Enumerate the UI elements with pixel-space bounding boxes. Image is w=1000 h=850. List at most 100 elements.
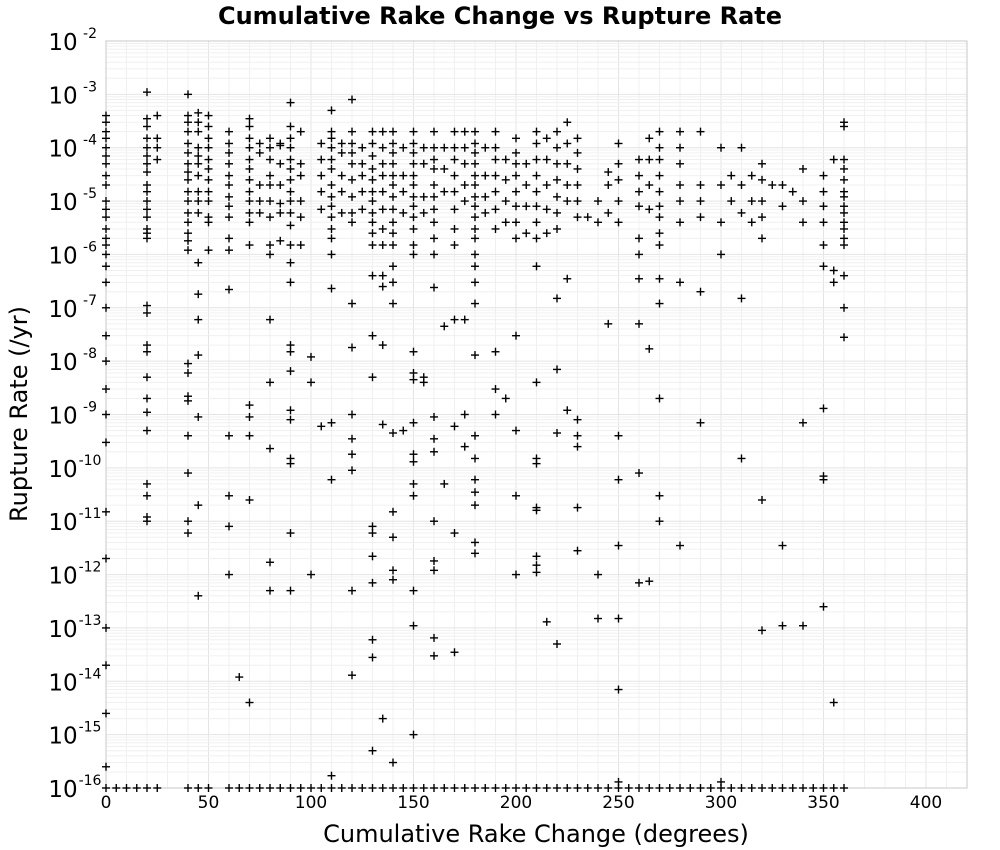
data-point <box>327 250 336 259</box>
data-point <box>327 164 336 173</box>
data-point <box>512 234 520 243</box>
data-point <box>102 784 110 792</box>
data-point <box>430 205 438 214</box>
data-point <box>389 566 397 575</box>
y-tick-label: 10 <box>48 297 77 323</box>
y-tick-label: 10 <box>48 617 77 643</box>
data-point <box>368 241 377 250</box>
data-point <box>665 784 674 792</box>
data-point <box>286 367 295 376</box>
data-point <box>266 784 274 792</box>
data-point <box>102 357 110 366</box>
data-point <box>430 412 438 421</box>
data-point <box>348 218 356 227</box>
data-point <box>389 139 397 148</box>
data-point <box>348 192 356 201</box>
data-point <box>717 143 725 152</box>
data-point <box>184 431 192 440</box>
data-point <box>348 95 356 104</box>
data-point <box>635 202 643 211</box>
data-point <box>409 171 418 180</box>
data-point <box>450 784 459 792</box>
data-point <box>245 187 254 196</box>
data-point <box>655 299 664 308</box>
data-point <box>102 438 110 447</box>
data-point <box>327 475 336 484</box>
data-point <box>327 181 336 190</box>
data-point <box>737 454 746 463</box>
data-point <box>368 331 377 340</box>
y-tick-label: 10 <box>48 510 77 536</box>
data-point <box>184 139 192 148</box>
data-point <box>799 197 807 206</box>
data-point <box>225 159 233 168</box>
data-point <box>419 192 428 201</box>
data-point <box>184 127 192 136</box>
data-point <box>717 784 725 792</box>
data-point <box>706 784 715 792</box>
data-point <box>614 218 623 227</box>
data-point <box>389 784 397 792</box>
data-point <box>358 159 367 168</box>
data-point <box>389 229 397 238</box>
data-point <box>717 181 725 190</box>
data-point <box>348 434 356 443</box>
y-tick-label: 10 <box>48 83 77 109</box>
data-point <box>419 159 428 168</box>
data-point <box>389 241 397 250</box>
data-point <box>491 187 500 196</box>
data-point <box>635 578 643 587</box>
data-point <box>317 422 326 431</box>
data-point <box>532 234 541 243</box>
data-point <box>296 784 305 792</box>
data-point <box>440 784 449 792</box>
data-point <box>573 784 582 792</box>
data-point <box>573 164 582 173</box>
x-tick-label: 150 <box>397 793 429 813</box>
data-point <box>245 218 254 227</box>
data-point <box>327 155 336 164</box>
data-point <box>829 155 838 164</box>
data-point <box>245 495 254 504</box>
data-point <box>184 159 192 168</box>
data-point <box>389 278 397 287</box>
data-point <box>276 141 285 150</box>
data-point <box>122 784 131 792</box>
data-point <box>225 139 233 148</box>
data-point <box>778 541 787 550</box>
data-point <box>542 617 551 626</box>
data-point <box>378 224 387 233</box>
data-point <box>409 224 418 233</box>
data-point <box>635 234 643 243</box>
data-point <box>563 118 572 127</box>
data-point <box>389 575 397 584</box>
data-point <box>143 88 151 97</box>
data-point <box>696 418 705 427</box>
data-point <box>450 187 459 196</box>
data-point <box>378 714 387 723</box>
data-point <box>286 155 295 164</box>
data-point <box>368 139 377 148</box>
data-point <box>655 784 664 792</box>
data-point <box>358 171 367 180</box>
data-point <box>389 159 397 168</box>
data-point <box>389 127 397 136</box>
data-point <box>440 143 449 152</box>
data-point <box>440 322 449 331</box>
data-point <box>194 197 203 206</box>
data-point <box>778 202 787 211</box>
data-point <box>153 143 162 152</box>
data-point <box>102 197 110 206</box>
data-point <box>143 197 151 206</box>
data-point <box>471 351 479 360</box>
data-point <box>194 127 203 136</box>
data-point <box>655 229 664 238</box>
data-point <box>799 621 807 630</box>
data-point <box>399 426 408 435</box>
data-point <box>696 213 705 222</box>
data-point <box>614 685 623 694</box>
x-axis-ticks: 0 50 100 150 200 250 300 350 400 <box>101 793 943 813</box>
data-point <box>450 315 459 324</box>
data-point <box>583 213 592 222</box>
data-point <box>368 746 377 755</box>
